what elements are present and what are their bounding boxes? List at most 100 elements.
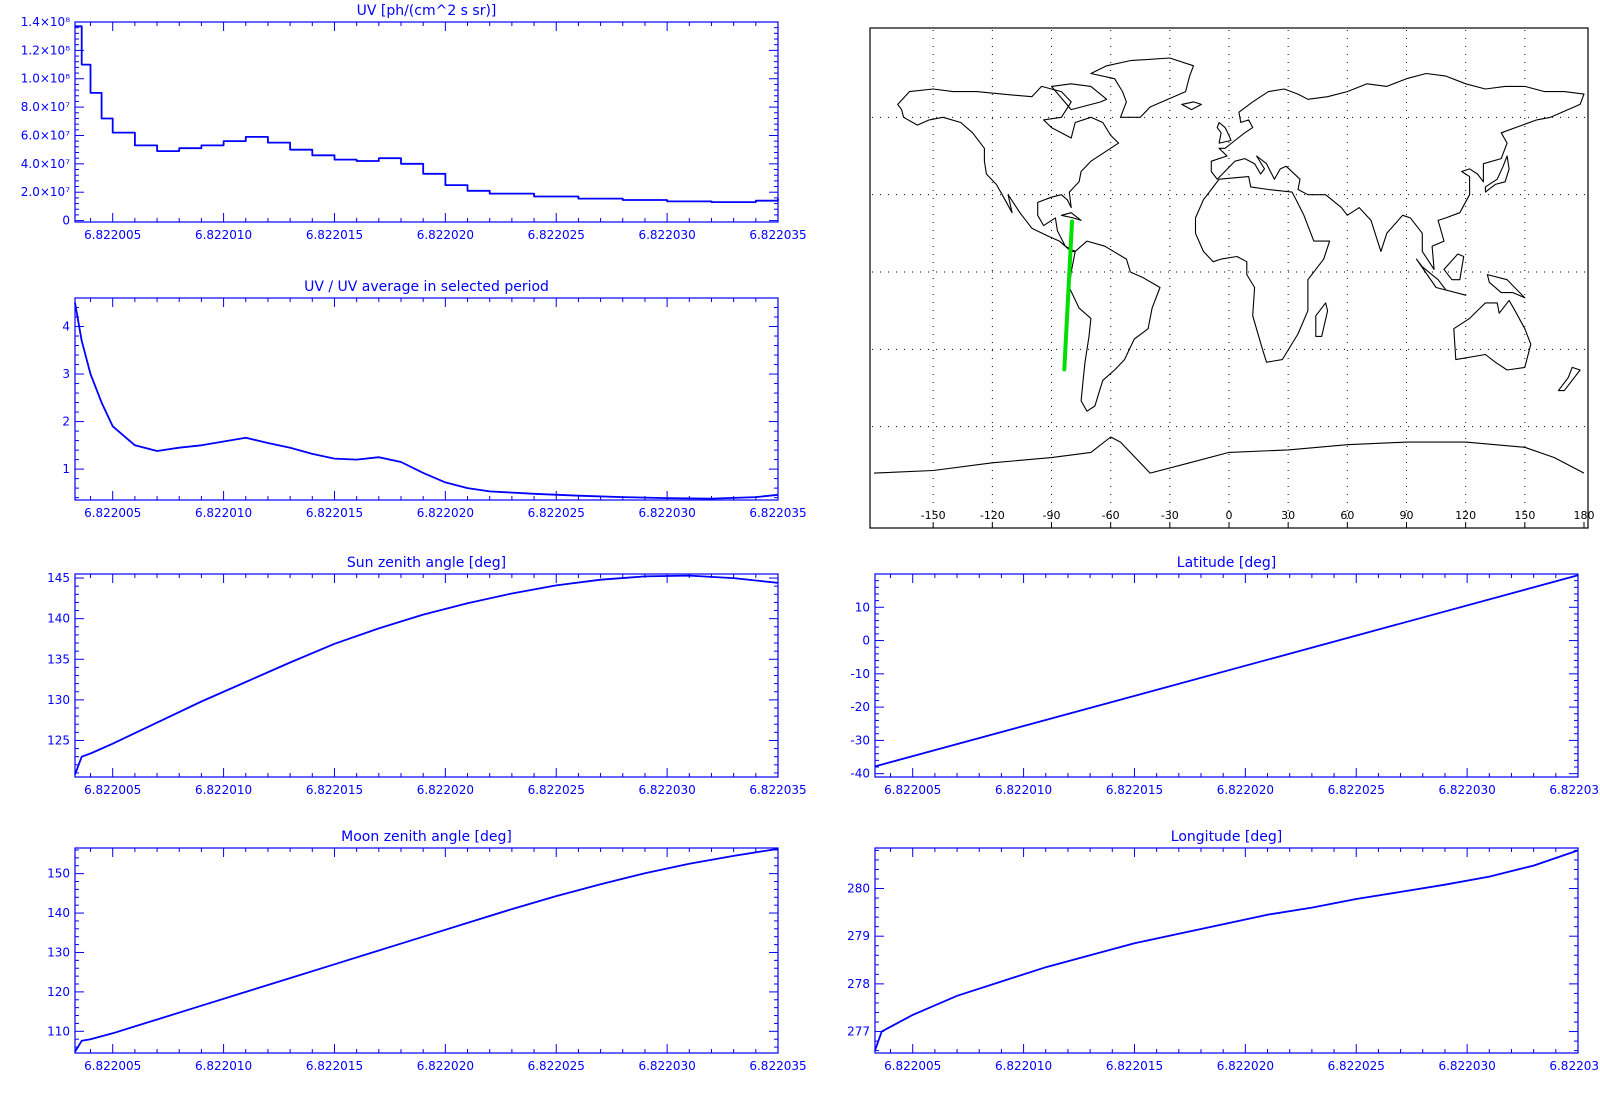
chart-title: Longitude [deg]	[1171, 829, 1282, 845]
x-tick-label: 6.822005	[84, 1059, 141, 1073]
chart-title: UV / UV average in selected period	[304, 279, 549, 295]
x-tick-label: 6.822030	[638, 1059, 695, 1073]
x-tick-label: 6.822020	[417, 506, 474, 520]
series-line	[874, 849, 1579, 1051]
y-tick-label: 135	[47, 652, 70, 666]
coastline-indonesia	[1415, 258, 1467, 296]
x-tick-label: 6.822005	[884, 783, 941, 797]
x-tick-label: 6.822015	[1106, 783, 1163, 797]
y-tick-label: -40	[850, 767, 870, 781]
x-tick-label: 6.822005	[84, 228, 141, 242]
map-lon-label: 180	[1574, 509, 1595, 522]
x-tick-label: 6.822035	[749, 783, 806, 797]
x-tick-label: 6.822015	[306, 1059, 363, 1073]
y-tick-label: 130	[47, 693, 70, 707]
y-tick-label: -30	[850, 733, 870, 747]
map-graticule	[872, 30, 1586, 526]
y-tick-label: 4	[62, 320, 70, 334]
y-tick-label: 6.0×10⁷	[21, 128, 70, 142]
y-tick-label: 130	[47, 945, 70, 959]
map-lon-label: 30	[1281, 509, 1295, 522]
x-tick-label: 6.822025	[528, 228, 585, 242]
x-tick-label: 6.822010	[995, 783, 1052, 797]
chart-lon: Longitude [deg] 6.822005 6.822010 6.822015 6…	[847, 829, 1600, 1073]
series-line	[874, 574, 1579, 768]
y-tick-label: 145	[47, 571, 70, 585]
x-tick-label: 6.822020	[1217, 1059, 1274, 1073]
chart-lat: Latitude [deg] 6.822005 6.822010 6.822015 6.…	[850, 555, 1600, 797]
map-lon-label: 150	[1514, 509, 1535, 522]
chart-uv: UV [ph/(cm^2 s sr)] 6.822005 6.822010 6.822…	[21, 3, 807, 242]
y-tick-label: 140	[47, 906, 70, 920]
y-tick-label: 277	[847, 1025, 870, 1039]
x-tick-label: 6.822025	[528, 506, 585, 520]
y-tick-label: 2.0×10⁷	[21, 185, 70, 199]
y-tick-label: -10	[850, 667, 870, 681]
series-line	[75, 25, 779, 203]
y-tick-label: 8.0×10⁷	[21, 100, 70, 114]
map-lon-label: -120	[980, 509, 1005, 522]
x-tick-label: 6.822005	[884, 1059, 941, 1073]
coastline-new-zealand	[1557, 366, 1581, 392]
y-tick-label: 279	[847, 929, 870, 943]
x-tick-label: 6.822025	[528, 1059, 585, 1073]
x-tick-label: 6.822035	[1549, 783, 1600, 797]
x-tick-label: 6.822020	[1217, 783, 1274, 797]
series-line	[74, 302, 779, 500]
y-tick-label: 4.0×10⁷	[21, 157, 70, 171]
chart-frame	[74, 21, 779, 223]
chart-title: Latitude [deg]	[1177, 555, 1276, 571]
coastline-new-guinea	[1486, 274, 1526, 299]
y-tick-label: 1	[62, 462, 70, 476]
x-tick-label: 6.822015	[306, 228, 363, 242]
y-tick-label: 125	[47, 733, 70, 747]
map-lon-label: 0	[1226, 509, 1233, 522]
x-tick-label: 6.822030	[638, 228, 695, 242]
map-satellite-track	[1062, 219, 1075, 372]
coastline-madagascar	[1315, 302, 1329, 337]
x-tick-label: 6.822030	[638, 506, 695, 520]
x-tick-label: 6.822010	[195, 1059, 252, 1073]
x-tick-label: 6.822020	[417, 783, 474, 797]
chart-frame	[74, 297, 779, 501]
y-tick-label: 280	[847, 882, 870, 896]
coastline-antarctica	[873, 436, 1585, 474]
satellite-track-line	[1062, 219, 1075, 372]
x-tick-label: 6.822030	[638, 783, 695, 797]
chart-frame	[74, 847, 779, 1054]
coastline-japan	[1484, 155, 1510, 193]
charts-layer: UV [ph/(cm^2 s sr)] 6.822005 6.822010 6.822…	[21, 3, 1600, 1073]
chart-title: UV [ph/(cm^2 s sr)]	[357, 3, 497, 19]
world-map-panel: -150 -120 -90 -60 -30 0 30 60 90 120 150 180	[869, 27, 1595, 529]
coastline-australia	[1453, 299, 1532, 371]
chart-frame	[74, 573, 779, 778]
coastline-borneo	[1443, 253, 1465, 281]
map-lon-label: -150	[921, 509, 946, 522]
map-longitude-ticks: -150 -120 -90 -60 -30 0 30 60 90 120 150 180	[921, 509, 1595, 528]
y-tick-label: -20	[850, 700, 870, 714]
map-lon-label: 120	[1455, 509, 1476, 522]
map-lon-label: -60	[1102, 509, 1120, 522]
series-line	[74, 847, 779, 1053]
x-tick-label: 6.822015	[306, 783, 363, 797]
chart-title: Sun zenith angle [deg]	[347, 555, 506, 571]
x-tick-label: 6.822025	[1328, 1059, 1385, 1073]
map-coastlines	[873, 57, 1585, 474]
x-tick-label: 6.822020	[417, 1059, 474, 1073]
x-tick-label: 6.822020	[417, 228, 474, 242]
chart-moon: Moon zenith angle [deg] 6.822005 6.822010 6…	[47, 829, 807, 1073]
coastline-south-america	[1068, 240, 1161, 412]
x-tick-label: 6.822035	[749, 228, 806, 242]
y-tick-label: 140	[47, 612, 70, 626]
x-tick-label: 6.822025	[528, 783, 585, 797]
chart-frame	[874, 847, 1579, 1054]
coastline-baffin	[1050, 83, 1108, 111]
x-tick-label: 6.822035	[749, 506, 806, 520]
y-tick-label: 1.4×10⁸	[21, 15, 70, 29]
x-tick-label: 6.822010	[195, 228, 252, 242]
y-tick-label: 0	[62, 214, 70, 228]
y-tick-label: 150	[47, 867, 70, 881]
chart-sza: Sun zenith angle [deg] 6.822005 6.822010 6.…	[47, 555, 807, 797]
x-tick-label: 6.822005	[84, 506, 141, 520]
x-tick-label: 6.822030	[1438, 783, 1495, 797]
